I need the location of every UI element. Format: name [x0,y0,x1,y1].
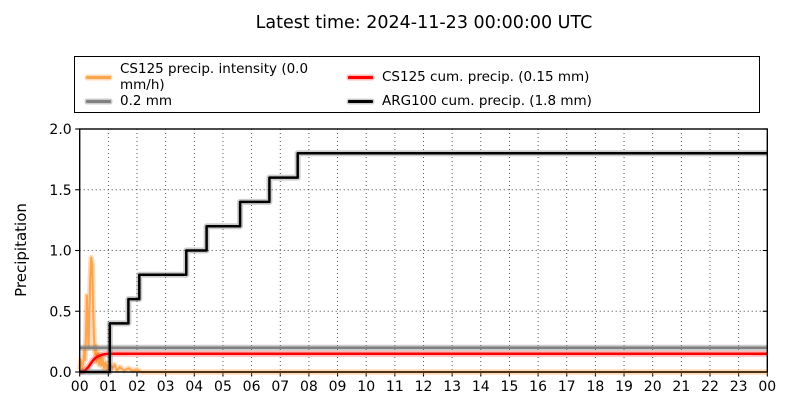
x-tick-label: 05 [214,379,232,395]
chart-legend: CS125 precip. intensity (0.0 mm/h) 0.2 mm… [74,56,760,113]
x-tick-label: 23 [730,379,748,395]
x-tick-label: 15 [501,379,519,395]
legend-item: CS125 precip. intensity (0.0 mm/h) [86,61,348,93]
x-tick-label: 13 [443,379,461,395]
x-tick-label: 00 [71,379,89,395]
series-line-cs125-precip-intensity-0-0-mm-h [78,256,768,373]
legend-label: ARG100 cum. precip. (1.8 mm) [382,93,592,109]
x-tick-label: 16 [529,379,547,395]
x-tick-label: 06 [243,379,261,395]
series-line-cs125-cum-precip-0-15-mm [79,352,768,374]
y-tick-label: 1.5 [49,183,71,199]
x-tick-label: 03 [157,379,175,395]
legend-item: CS125 cum. precip. (0.15 mm) [348,61,753,93]
x-tick-label: 19 [615,379,633,395]
x-tick-label: 17 [558,379,576,395]
x-tick-label: 11 [386,379,404,395]
x-tick-label: 00 [758,379,776,395]
y-tick-label: 2.0 [49,122,71,138]
legend-line-sample [86,75,111,79]
x-tick-label: 08 [300,379,318,395]
legend-item: ARG100 cum. precip. (1.8 mm) [348,93,753,109]
y-tick-label: 0.5 [49,304,71,320]
legend-label: CS125 cum. precip. (0.15 mm) [382,69,590,85]
x-tick-label: 22 [701,379,719,395]
legend-item: 0.2 mm [86,93,348,109]
x-tick-label: 20 [644,379,662,395]
x-tick-label: 14 [472,379,490,395]
x-tick-label: 07 [271,379,289,395]
x-tick-label: 02 [128,379,146,395]
y-tick-label: 1.0 [49,244,71,260]
plot-border [78,128,768,373]
series-line-arg100-cum-precip-1-8-mm [79,152,768,374]
y-tick-label: 0.0 [49,365,71,381]
x-tick-label: 09 [329,379,347,395]
x-tick-label: 01 [99,379,117,395]
legend-label: CS125 precip. intensity (0.0 mm/h) [120,61,309,93]
x-tick-label: 10 [357,379,375,395]
legend-line-sample [86,99,111,103]
legend-label: 0.2 mm [120,93,173,109]
x-tick-label: 21 [672,379,690,395]
legend-line-sample [348,99,373,103]
x-tick-label: 18 [586,379,604,395]
x-tick-label: 12 [415,379,433,395]
chart-title: Latest time: 2024-11-23 00:00:00 UTC [255,13,593,33]
legend-line-sample [348,75,373,79]
series-halo-arg100-cum-precip-1-8-mm [79,150,768,375]
x-tick-label: 04 [185,379,203,395]
